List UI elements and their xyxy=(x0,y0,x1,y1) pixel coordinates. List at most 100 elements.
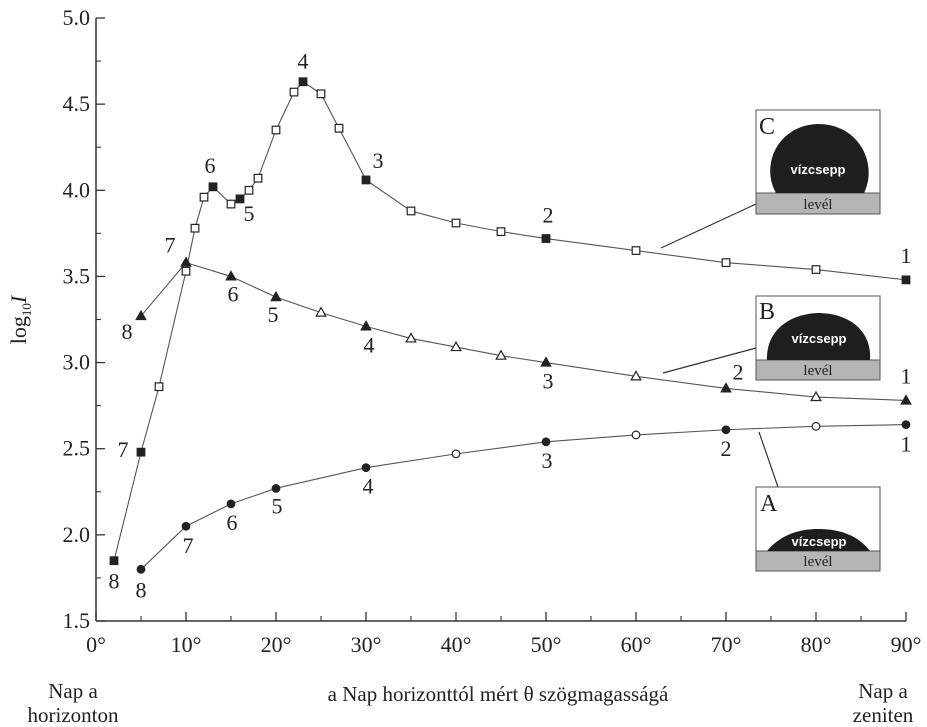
point-label-a: 4 xyxy=(363,474,374,499)
y-tick-label: 3.5 xyxy=(63,263,91,288)
point-c xyxy=(298,77,308,87)
point-label-a: 6 xyxy=(227,510,238,535)
inset-c: C vízcsepp levél xyxy=(755,109,881,215)
point-c xyxy=(109,556,119,566)
inset-a: A vízcsepp levél xyxy=(755,486,881,572)
x-right-caption-line1: Nap a xyxy=(858,679,908,703)
point-c xyxy=(406,206,416,216)
point-c xyxy=(136,447,146,457)
point-a xyxy=(271,483,281,493)
point-label-c: 1 xyxy=(901,243,912,268)
point-a xyxy=(451,449,461,459)
x-right-caption-line2: zeniten xyxy=(853,703,914,727)
point-c xyxy=(541,234,551,243)
inset-b-drop xyxy=(766,313,871,360)
point-a xyxy=(136,564,146,574)
point-label-a: 7 xyxy=(183,533,194,558)
point-b xyxy=(495,349,507,360)
point-c xyxy=(496,227,506,237)
inset-a-drop xyxy=(767,529,870,551)
point-c xyxy=(190,223,200,233)
point-c xyxy=(451,218,461,228)
y-tick-label: 4.5 xyxy=(63,91,91,116)
point-b xyxy=(900,394,912,405)
x-left-caption-line1: Nap a xyxy=(48,679,98,703)
inset-a-leaf-label: levél xyxy=(803,554,832,570)
point-label-b: 7 xyxy=(165,233,176,258)
point-label-b: 3 xyxy=(543,369,554,394)
point-b xyxy=(360,320,372,331)
point-c xyxy=(253,173,263,183)
point-label-c: 5 xyxy=(244,201,255,226)
point-b xyxy=(315,306,327,317)
point-c xyxy=(181,266,191,276)
inset-a-drop-label: vízcsepp xyxy=(792,534,847,549)
point-b xyxy=(810,390,822,402)
y-tick-label: 2.5 xyxy=(63,436,91,461)
point-c xyxy=(271,125,281,135)
point-c xyxy=(721,258,731,268)
point-b xyxy=(135,309,147,321)
x-tick-label: 30° xyxy=(351,632,382,657)
point-a xyxy=(181,521,191,531)
inset-c-drop-label: vízcsepp xyxy=(791,162,846,177)
point-c xyxy=(289,87,299,97)
inset-b-drop-label: vízcsepp xyxy=(792,331,847,346)
point-label-c: 2 xyxy=(543,203,554,228)
series-line-b xyxy=(140,262,907,402)
point-label-c: 3 xyxy=(373,148,384,173)
x-tick-label: 10° xyxy=(171,632,202,657)
point-label-c: 8 xyxy=(109,569,120,594)
x-tick-label: 60° xyxy=(621,632,652,657)
point-c xyxy=(901,275,911,285)
inset-c-leaf-label: levél xyxy=(803,197,832,213)
y-tick-label: 3.0 xyxy=(63,350,91,375)
inset-c-letter: C xyxy=(759,114,775,140)
inset-a-pointer xyxy=(758,431,779,488)
y-axis-label: log10I xyxy=(6,294,34,344)
inset-c-pointer xyxy=(660,203,757,249)
point-label-b: 5 xyxy=(268,302,279,327)
point-b xyxy=(540,356,552,367)
x-axis-label: a Nap horizonttól mért θ szögmagasságá xyxy=(328,682,669,706)
point-a xyxy=(541,437,551,447)
x-tick-label: 90° xyxy=(891,632,922,657)
inset-b-letter: B xyxy=(759,299,775,325)
point-label-c: 7 xyxy=(118,437,129,462)
point-c xyxy=(361,175,371,185)
x-tick-label: 70° xyxy=(711,632,742,657)
point-label-c: 6 xyxy=(205,153,216,178)
point-b xyxy=(270,290,282,302)
x-left-caption-line2: horizonton xyxy=(28,703,119,727)
point-b xyxy=(405,332,417,343)
point-label-c: 4 xyxy=(298,49,309,74)
point-label-b: 2 xyxy=(733,359,744,384)
inset-b-pointer xyxy=(662,347,757,374)
point-b xyxy=(180,256,192,267)
inset-c-drop xyxy=(770,124,869,193)
y-tick-label: 1.5 xyxy=(63,608,91,633)
inset-b-leaf-label: levél xyxy=(803,363,832,379)
point-b xyxy=(720,382,732,393)
point-label-b: 1 xyxy=(901,363,912,388)
x-tick-label: 50° xyxy=(531,632,562,657)
point-b xyxy=(450,340,462,352)
point-label-b: 6 xyxy=(228,281,239,306)
point-label-a: 5 xyxy=(272,493,283,518)
point-c xyxy=(154,382,164,392)
point-label-a: 1 xyxy=(901,432,912,457)
x-tick-label: 0° xyxy=(86,632,106,657)
point-c xyxy=(235,194,245,204)
y-tick-label: 2.0 xyxy=(63,522,91,547)
point-c xyxy=(244,185,254,195)
point-a xyxy=(631,430,641,440)
point-a xyxy=(361,463,371,473)
x-tick-label: 80° xyxy=(801,632,832,657)
point-a xyxy=(901,420,911,429)
point-c xyxy=(631,246,641,255)
point-c xyxy=(334,123,344,133)
point-b xyxy=(225,270,237,281)
x-tick-label: 40° xyxy=(441,632,472,657)
y-tick-label: 4.0 xyxy=(63,177,91,202)
